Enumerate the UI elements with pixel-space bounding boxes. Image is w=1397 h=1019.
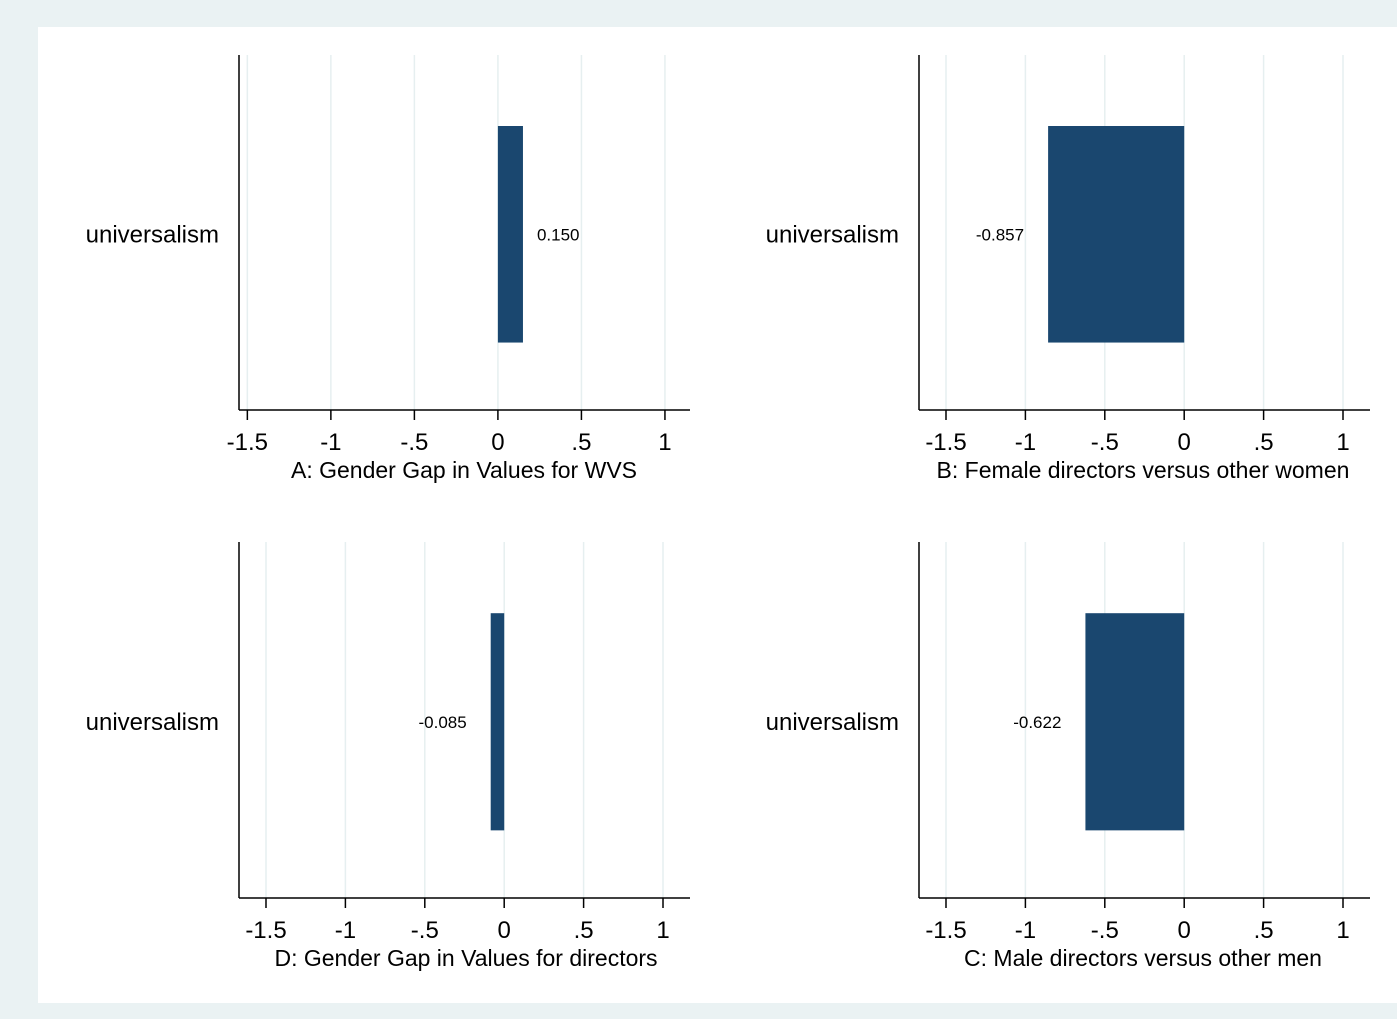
x-tick-label: 1 <box>1336 429 1349 456</box>
x-tick-label: -1 <box>335 917 356 944</box>
data-label: -0.085 <box>418 713 466 732</box>
data-label: -0.622 <box>1013 713 1061 732</box>
x-tick-label: 0 <box>1178 429 1191 456</box>
x-tick-label: -1 <box>320 429 341 456</box>
x-tick-label: 0 <box>491 429 504 456</box>
x-tick-label: .5 <box>574 917 594 944</box>
panel-title: D: Gender Gap in Values for directors <box>274 945 657 971</box>
x-tick-label: -1 <box>1015 429 1036 456</box>
chart-panel: universalism -0.085 -1.5 -1 -.5 0 .5 1D: Gender… <box>86 542 690 971</box>
x-tick-label: -1.5 <box>925 429 966 456</box>
x-tick-label: -.5 <box>1091 429 1119 456</box>
x-tick-label: -.5 <box>411 917 439 944</box>
x-tick-label: -1.5 <box>245 917 286 944</box>
data-label: 0.150 <box>537 225 580 244</box>
x-tick-label: 1 <box>1336 917 1349 944</box>
panel-title: C: Male directors versus other men <box>964 945 1322 971</box>
chart-panel: universalism -0.622 -1.5 -1 -.5 0 .5 1 C: Male d… <box>766 542 1370 971</box>
x-tick-label: 0 <box>498 917 511 944</box>
x-tick-label: .5 <box>1254 429 1274 456</box>
x-tick-label: .5 <box>1254 917 1274 944</box>
bar <box>497 126 523 343</box>
y-category-label: universalism <box>86 221 219 248</box>
x-tick-label: -1.5 <box>227 429 268 456</box>
x-tick-label: -1 <box>1015 917 1036 944</box>
x-tick-label: 1 <box>656 917 669 944</box>
data-label: -0.857 <box>976 225 1024 244</box>
panel-title: A: Gender Gap in Values for WVS <box>291 457 637 483</box>
x-tick-label: -.5 <box>1091 917 1119 944</box>
x-tick-label: 0 <box>1178 917 1191 944</box>
bar <box>1048 126 1185 343</box>
x-tick-label: .5 <box>571 429 591 456</box>
x-tick-label: -1.5 <box>925 917 966 944</box>
panel-title: B: Female directors versus other women <box>937 457 1350 483</box>
chart-panel: universalism -0.857 -1.5 -1 -.5 0 .5 1B: Female… <box>766 55 1370 483</box>
y-category-label: universalism <box>86 709 219 736</box>
bar <box>1085 613 1185 831</box>
chart-panel: universalism 0.150 -1.5 -1 -.5 0 .5 1 A: Gender … <box>86 55 690 483</box>
y-category-label: universalism <box>766 221 899 248</box>
x-tick-label: -.5 <box>400 429 428 456</box>
y-category-label: universalism <box>766 709 899 736</box>
bar <box>490 613 505 831</box>
figure-background <box>38 27 1397 1003</box>
x-tick-label: 1 <box>658 429 671 456</box>
